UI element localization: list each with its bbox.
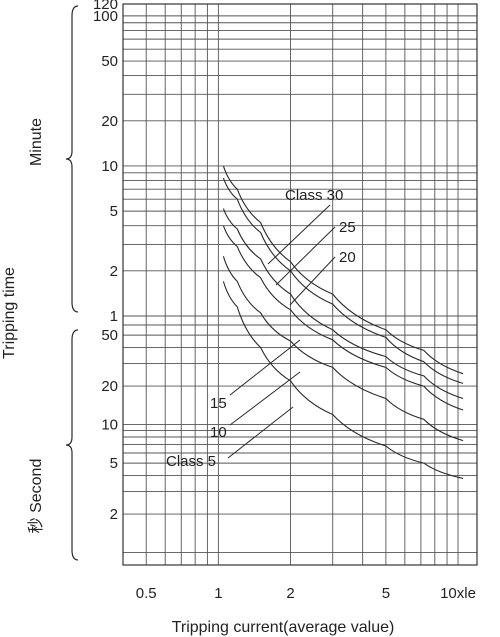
annotation-label: 10 (210, 424, 227, 441)
y-tick-label-second: 2 (110, 506, 118, 523)
y-axis-label: Tripping time (1, 267, 18, 359)
annotation-leader (229, 371, 301, 426)
annotation-leader (229, 339, 301, 396)
annotation-leader (275, 226, 336, 286)
minute-section-label: Minute (28, 118, 45, 166)
annotations: Class 30 25 20 15 10 Class 5 (166, 187, 356, 470)
series-line-2 (222, 177, 464, 384)
x-axis-label: Tripping current(average value) (172, 619, 395, 636)
y-tick-label-second: 5 (110, 455, 118, 472)
annotation-label: 20 (339, 249, 356, 266)
y-tick-label-minute: 1 (110, 308, 118, 325)
x-tick-label: 1 (214, 585, 222, 602)
series-line-4 (222, 225, 464, 411)
y-tick-label-minute: 20 (101, 113, 118, 130)
second-brace (65, 329, 79, 561)
y-tick-label-minute: 50 (101, 53, 118, 70)
x-tick-label: 5 (382, 585, 390, 602)
second-section-label: 秒 Second (27, 459, 45, 534)
y-tick-label-minute: 120 (93, 0, 118, 13)
y-tick-label-minute: 2 (110, 263, 118, 280)
grid (123, 3, 477, 565)
series-line-3 (222, 208, 464, 400)
annotation-label: Class 30 (285, 187, 343, 204)
minute-brace (65, 5, 79, 313)
section-braces (65, 5, 79, 561)
annotation-leader (227, 406, 294, 459)
series-line-5 (222, 256, 464, 442)
x-tick-label: 2 (286, 585, 294, 602)
annotation-label: 25 (339, 219, 356, 236)
x-tick-label: 10xle (440, 585, 476, 602)
annotation-label: Class 5 (166, 453, 216, 470)
y-tick-label-minute: 100 (93, 8, 118, 25)
annotation-leader (267, 204, 331, 265)
plot-frame (122, 3, 478, 566)
annotation-label: 15 (210, 395, 227, 412)
series-line-6 (222, 281, 464, 479)
y-tick-label-minute: 10 (101, 158, 118, 175)
annotation-leader (289, 256, 336, 306)
y-tick-label-second: 10 (101, 417, 118, 434)
x-tick-label: 0.5 (136, 585, 157, 602)
y-tick-label-second: 50 (101, 327, 118, 344)
y-tick-label-second: 20 (101, 378, 118, 395)
y-tick-label-minute: 5 (110, 203, 118, 220)
